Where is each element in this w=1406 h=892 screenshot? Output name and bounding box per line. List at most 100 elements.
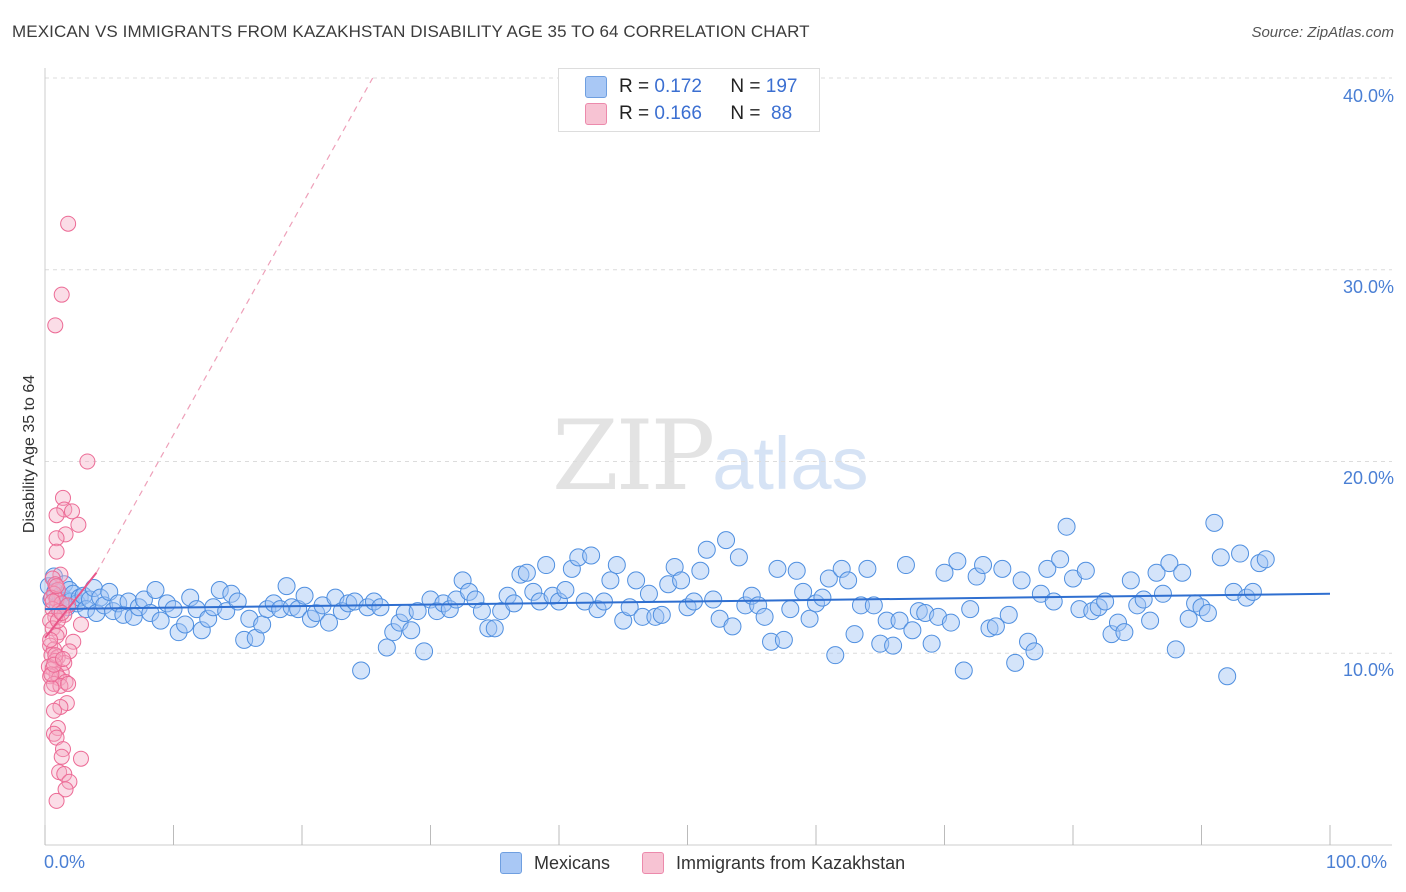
mexicans-point bbox=[896, 556, 915, 575]
kazakhstan-point bbox=[45, 656, 62, 673]
mexicans-point bbox=[697, 540, 716, 559]
mexicans-point bbox=[377, 638, 396, 657]
mexicans-point bbox=[974, 556, 993, 575]
mexicans-point bbox=[1256, 550, 1275, 569]
mexicans-point bbox=[639, 584, 658, 603]
legend-n-label: N = bbox=[730, 103, 761, 124]
mexicans-point bbox=[787, 561, 806, 580]
mexicans-point bbox=[1038, 559, 1057, 578]
mexicans-point bbox=[1147, 563, 1166, 582]
mexicans-point bbox=[146, 580, 165, 599]
mexicans-point bbox=[993, 559, 1012, 578]
legend-row-mexicans: R = 0.172 N = 197 bbox=[585, 75, 797, 99]
mexicans-point bbox=[652, 605, 671, 624]
kazakhstan-trendline bbox=[44, 572, 98, 639]
mexicans-point bbox=[826, 646, 845, 665]
mexicans-point bbox=[967, 567, 986, 586]
legend-r-value: 0.166 bbox=[654, 103, 702, 124]
mexicans-point bbox=[1057, 517, 1076, 536]
kazakhstan-point bbox=[45, 702, 62, 719]
mexicans-point bbox=[271, 600, 290, 619]
mexicans-point bbox=[1205, 513, 1224, 532]
mexicans-point bbox=[1121, 571, 1140, 590]
mexicans-point bbox=[633, 607, 652, 626]
watermark: ZIPatlas bbox=[552, 400, 869, 512]
mexicans-point bbox=[1076, 561, 1095, 580]
mexicans-point bbox=[1218, 667, 1237, 686]
mexicans-point bbox=[832, 559, 851, 578]
mexicans-point bbox=[307, 603, 326, 622]
mexicans-point bbox=[729, 548, 748, 567]
x-tick-label: 0.0% bbox=[44, 852, 86, 872]
mexicans-point bbox=[222, 584, 241, 603]
correlation-legend: R = 0.172 N = 197 R = 0.166 N = 88 bbox=[558, 68, 820, 132]
mexicans-point bbox=[472, 602, 491, 621]
kazakhstan-point bbox=[48, 507, 65, 524]
legend-r-value: 0.172 bbox=[654, 76, 702, 97]
mexicans-point bbox=[169, 623, 188, 642]
kazakhstan-point bbox=[43, 679, 60, 696]
mexicans-point bbox=[999, 605, 1018, 624]
legend-swatch bbox=[585, 103, 607, 125]
mexicans-point bbox=[1198, 603, 1217, 622]
kazakhstan-point bbox=[57, 781, 74, 798]
mexicans-point bbox=[935, 563, 954, 582]
series-legend-kazakhstan[interactable]: Immigrants from Kazakhstan bbox=[642, 852, 905, 874]
mexicans-point bbox=[877, 611, 896, 630]
mexicans-trendline bbox=[44, 592, 1331, 611]
mexicans-point bbox=[253, 615, 272, 634]
mexicans-point bbox=[1231, 544, 1250, 563]
mexicans-point bbox=[672, 571, 691, 590]
mexicans-point bbox=[601, 571, 620, 590]
mexicans-point bbox=[301, 609, 320, 628]
mexicans-point bbox=[941, 613, 960, 632]
mexicans-point bbox=[371, 598, 390, 617]
mexicans-point bbox=[550, 592, 568, 611]
kazakhstan-trendline-extended bbox=[95, 77, 374, 574]
mexicans-point bbox=[1044, 592, 1063, 611]
y-axis-label: Disability Age 35 to 64 bbox=[21, 374, 38, 534]
mexicans-point bbox=[813, 588, 832, 607]
kazakhstan-point bbox=[54, 489, 71, 506]
kazakhstan-point bbox=[60, 675, 77, 692]
mexicans-point bbox=[408, 602, 427, 621]
mexicans-point bbox=[717, 531, 736, 550]
mexicans-point bbox=[1153, 584, 1172, 603]
kazakhstan-point bbox=[65, 633, 82, 650]
mexicans-point bbox=[339, 594, 358, 613]
mexicans-point bbox=[1243, 582, 1262, 601]
series-legend-mexicans[interactable]: Mexicans bbox=[500, 852, 610, 874]
mexicans-point bbox=[646, 607, 665, 626]
mexicans-point bbox=[774, 630, 793, 649]
legend-swatch bbox=[642, 852, 665, 874]
kazakhstan-point bbox=[72, 616, 89, 633]
mexicans-point bbox=[537, 556, 556, 575]
kazakhstan-point bbox=[60, 215, 77, 232]
kazakhstan-point bbox=[43, 666, 60, 683]
watermark-atlas: atlas bbox=[712, 422, 869, 505]
kazakhstan-point bbox=[54, 651, 71, 668]
mexicans-point bbox=[588, 600, 607, 619]
mexicans-point bbox=[511, 565, 530, 584]
legend-n-value: 88 bbox=[765, 103, 793, 124]
mexicans-point bbox=[352, 661, 371, 680]
mexicans-point bbox=[864, 596, 883, 615]
mexicans-point bbox=[1025, 642, 1044, 661]
kazakhstan-point bbox=[48, 530, 65, 547]
mexicans-point bbox=[181, 588, 200, 607]
mexicans-point bbox=[1012, 571, 1031, 590]
mexicans-point bbox=[1108, 613, 1127, 632]
mexicans-point bbox=[704, 590, 723, 609]
mexicans-point bbox=[1006, 653, 1025, 672]
mexicans-point bbox=[485, 619, 504, 638]
kazakhstan-point bbox=[57, 526, 74, 543]
kazakhstan-point bbox=[48, 578, 65, 595]
mexicans-point bbox=[961, 600, 980, 619]
mexicans-point bbox=[402, 621, 421, 640]
mexicans-point bbox=[235, 630, 254, 649]
mexicans-point bbox=[479, 619, 498, 638]
mexicans-point bbox=[295, 586, 314, 605]
kazakhstan-point bbox=[72, 750, 89, 767]
mexicans-point bbox=[627, 571, 646, 590]
